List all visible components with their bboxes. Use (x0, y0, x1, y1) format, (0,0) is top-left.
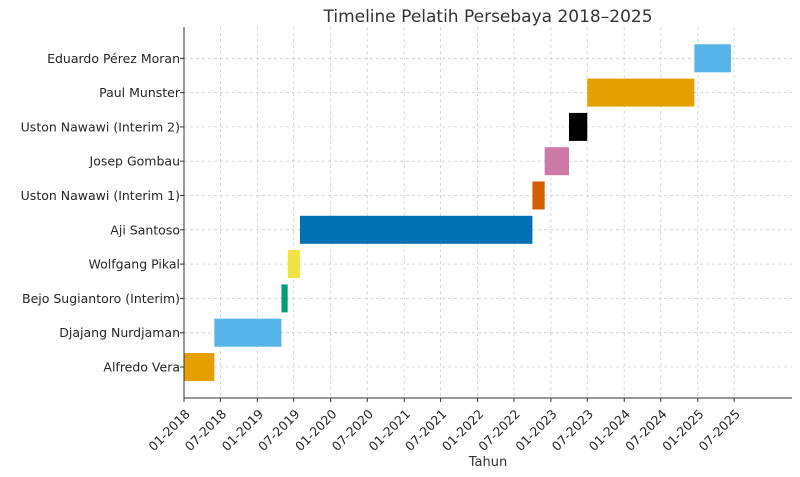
y-tick-label: Aji Santoso (110, 222, 180, 237)
coach-bar (568, 112, 588, 141)
coach-bar (281, 284, 288, 313)
y-tick-label: Alfredo Vera (103, 360, 180, 375)
coach-bar (694, 44, 731, 73)
y-tick-label: Bejo Sugiantoro (Interim) (22, 291, 180, 306)
coach-bar (299, 215, 533, 244)
chart-title: Timeline Pelatih Persebaya 2018–2025 (322, 7, 652, 27)
y-tick-label: Djajang Nurdjaman (59, 325, 180, 340)
coach-bar (287, 250, 300, 279)
y-tick-label: Paul Munster (99, 85, 181, 100)
coach-bar (544, 147, 569, 176)
y-tick-label: Eduardo Pérez Moran (47, 51, 180, 66)
x-tick-layer: 01-201807-201801-201907-201901-202007-20… (145, 398, 743, 454)
coach-bar (587, 78, 695, 107)
coach-bar (532, 181, 545, 210)
axis-spines (183, 27, 792, 399)
bar-layer (184, 44, 731, 381)
coach-bar (184, 353, 215, 381)
coach-bar (214, 318, 282, 347)
y-tick-layer: Alfredo Vera Djajang Nurdjaman Bejo Sugian… (21, 51, 184, 375)
y-tick-label: Wolfgang Pikal (89, 257, 180, 272)
x-axis-label: Tahun (468, 455, 507, 470)
y-tick-label: Uston Nawawi (Interim 2) (21, 119, 180, 134)
y-tick-label: Uston Nawawi (Interim 1) (21, 188, 180, 203)
y-tick-label: Josep Gombau (89, 154, 180, 169)
